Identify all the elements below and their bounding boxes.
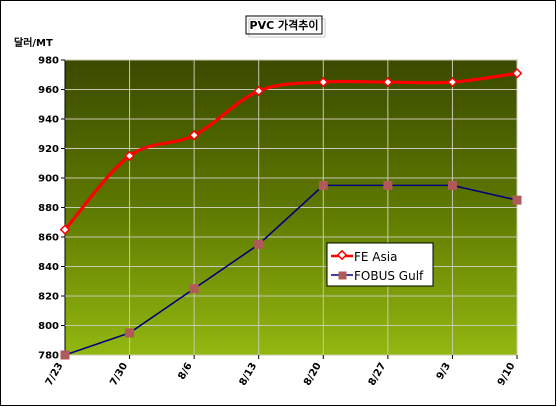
series-group (59, 67, 523, 360)
y-tick-label: 960 (38, 85, 59, 96)
series-line-fobus-gulf (64, 184, 518, 356)
data-point-fobus-gulf (447, 180, 457, 190)
y-axis-ticks: 780 800 820 840 860 880 900 920 940 960 980 (38, 56, 65, 362)
legend-label-fe-asia: FE Asia (354, 250, 397, 264)
y-tick-label: 880 (38, 203, 59, 214)
legend: FE Asia FOBUS Gulf (326, 242, 434, 287)
data-point-fobus-gulf (318, 180, 328, 190)
data-point-fe-asia (317, 76, 329, 88)
title-box: PVC 가격추이 (245, 15, 326, 38)
y-tick-label: 920 (38, 144, 59, 155)
legend-marker-fe-asia (336, 249, 348, 261)
y-tick-label: 800 (38, 321, 59, 332)
chart-title: PVC 가격추이 (250, 18, 319, 32)
y-tick-label: 780 (38, 351, 59, 362)
data-point-fobus-gulf (125, 328, 135, 338)
data-point-fobus-gulf (254, 239, 264, 249)
data-point-fe-asia (253, 85, 265, 97)
y-tick-label: 840 (38, 262, 59, 273)
data-point-fobus-gulf (60, 350, 70, 360)
data-point-fe-asia (59, 224, 71, 235)
y-tick-label: 980 (38, 56, 59, 67)
data-point-fe-asia (188, 129, 200, 141)
y-axis-label: 달러/MT (14, 36, 53, 49)
y-tick-label: 940 (38, 115, 59, 126)
y-tick-label: 860 (38, 233, 59, 244)
legend-label-fobus-gulf: FOBUS Gulf (354, 269, 424, 283)
legend-marker-fobus-gulf (338, 271, 347, 280)
y-tick-label: 900 (38, 174, 59, 185)
data-point-fe-asia (124, 150, 135, 162)
data-point-fobus-gulf (189, 284, 199, 294)
data-point-fe-asia (447, 76, 458, 88)
data-point-fobus-gulf (383, 180, 393, 190)
gridlines (65, 59, 518, 356)
data-point-fobus-gulf (512, 195, 522, 205)
data-point-fe-asia (511, 67, 523, 79)
data-point-fe-asia (382, 76, 394, 88)
y-tick-label: 820 (38, 292, 59, 303)
